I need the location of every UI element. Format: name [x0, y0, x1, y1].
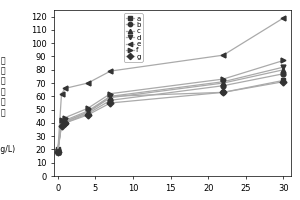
f — [60, 119, 63, 121]
a — [221, 91, 225, 94]
g — [282, 81, 285, 83]
b — [64, 122, 67, 124]
a — [109, 95, 112, 98]
c — [86, 111, 90, 113]
e — [86, 82, 90, 84]
f — [109, 92, 112, 95]
e — [282, 17, 285, 19]
c — [282, 69, 285, 71]
g — [109, 102, 112, 104]
c — [56, 151, 60, 153]
b — [282, 73, 285, 75]
e — [64, 87, 67, 90]
Line: a: a — [55, 78, 286, 152]
g — [86, 114, 90, 116]
Line: d: d — [55, 65, 286, 153]
a — [56, 148, 60, 151]
f — [64, 116, 67, 119]
c — [221, 82, 225, 84]
Line: g: g — [55, 79, 286, 155]
g — [64, 122, 67, 124]
d — [60, 120, 63, 123]
f — [56, 150, 60, 152]
d — [86, 110, 90, 112]
c — [64, 120, 67, 123]
Line: f: f — [55, 58, 286, 153]
g — [60, 124, 63, 127]
b — [221, 84, 225, 87]
c — [60, 122, 63, 124]
e — [221, 54, 225, 56]
d — [56, 150, 60, 152]
Text: (mg/L): (mg/L) — [0, 146, 16, 154]
a — [86, 111, 90, 113]
Line: e: e — [55, 16, 286, 155]
g — [221, 91, 225, 94]
b — [60, 123, 63, 125]
Legend: a, b, c, d, e, f, g: a, b, c, d, e, f, g — [124, 13, 143, 62]
a — [64, 120, 67, 123]
Text: 溶
解
性
总
固
体: 溶 解 性 总 固 体 — [1, 56, 5, 117]
g — [56, 151, 60, 153]
a — [60, 122, 63, 124]
Line: b: b — [55, 71, 286, 153]
d — [282, 66, 285, 68]
f — [86, 107, 90, 109]
f — [282, 59, 285, 62]
d — [64, 119, 67, 121]
c — [109, 96, 112, 99]
a — [282, 79, 285, 82]
b — [56, 150, 60, 152]
f — [221, 78, 225, 80]
b — [86, 112, 90, 115]
d — [109, 95, 112, 98]
b — [109, 99, 112, 102]
e — [56, 151, 60, 153]
e — [109, 70, 112, 72]
d — [221, 81, 225, 83]
Line: c: c — [55, 67, 286, 155]
e — [60, 92, 63, 95]
